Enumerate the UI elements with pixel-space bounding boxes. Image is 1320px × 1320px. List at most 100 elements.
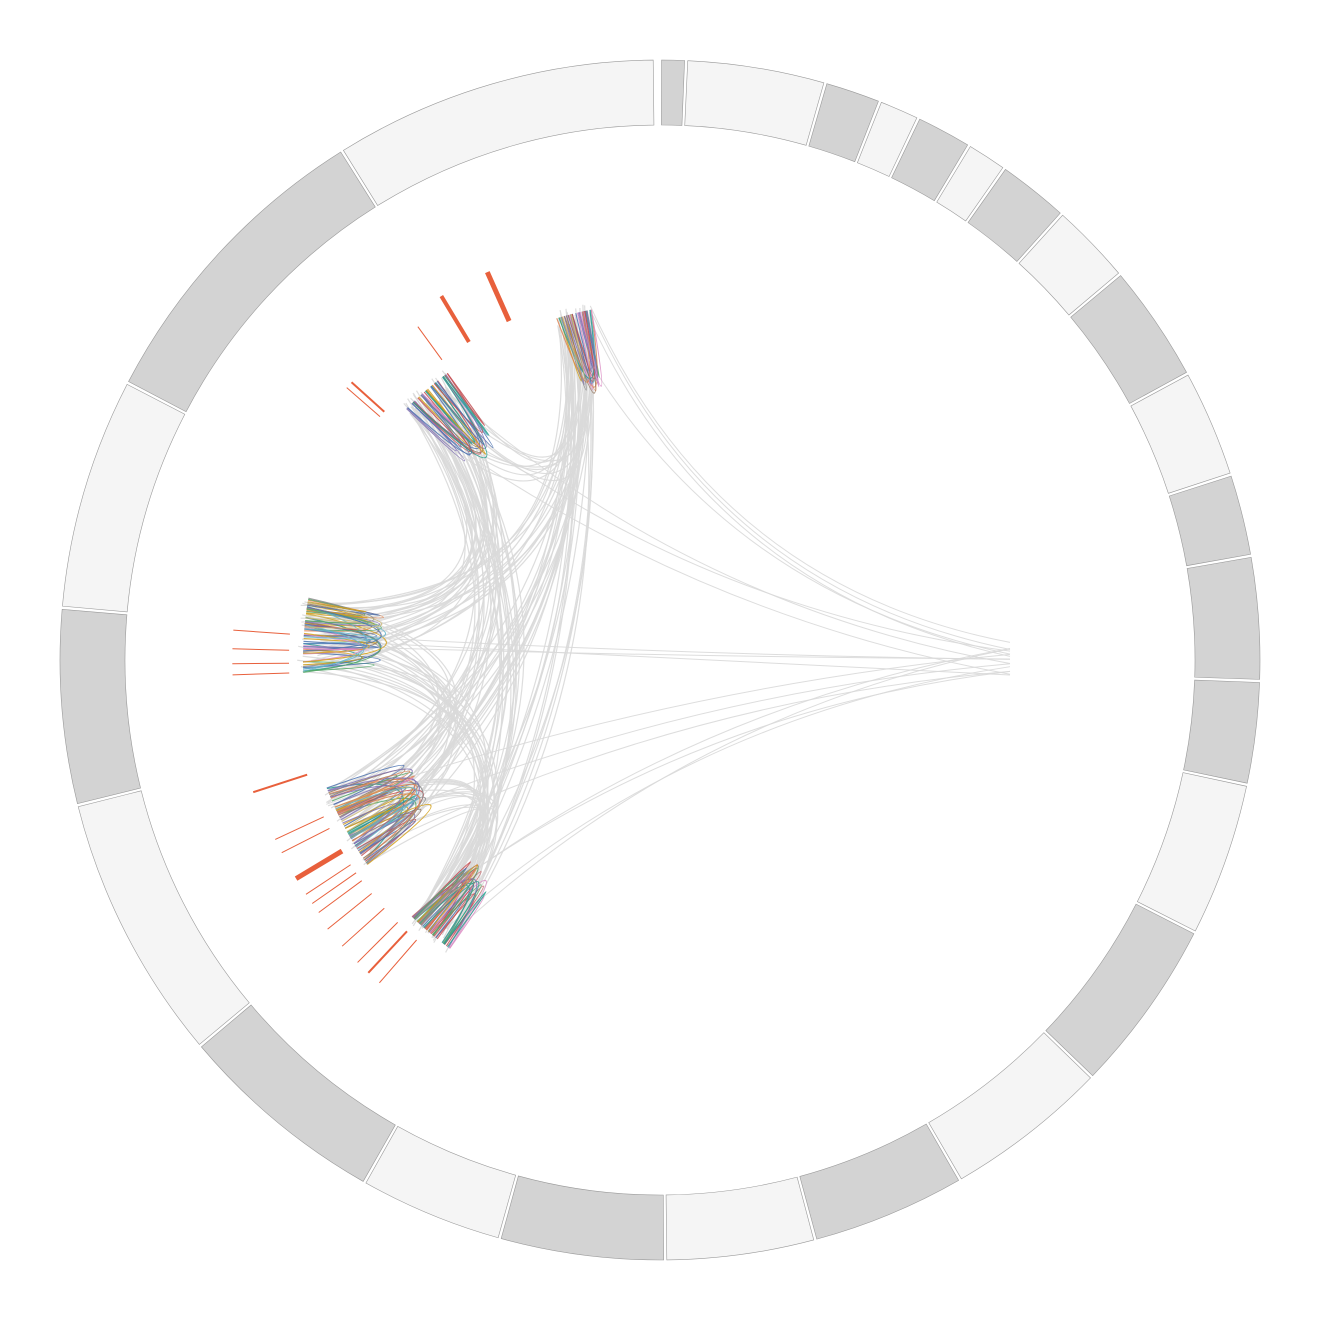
loop-132 [335,787,418,848]
link-89 [416,401,503,918]
loop-48 [430,380,485,446]
highlight-bar-21 [379,939,417,984]
loop-88 [304,601,383,629]
link-137 [592,315,1011,650]
ring-segment-9 [1070,275,1187,404]
loop-21 [571,310,596,380]
ring-segment-14 [1136,772,1247,932]
loop-39 [444,372,486,427]
grey-link-bundle [297,304,1011,953]
link-143 [322,645,1011,660]
ring-segment-20 [365,1125,517,1239]
loop-120 [329,780,424,864]
loop-7 [561,309,598,388]
link-139 [435,406,1011,652]
link-148 [445,666,1011,929]
loop-36 [424,390,473,445]
loop-114 [350,803,432,865]
loop-130 [330,785,403,845]
highlight-bar-2 [439,295,471,344]
highlight-bar-15 [311,872,357,904]
loop-82 [303,628,371,645]
highlight-bar-9 [232,672,290,676]
ring-segment-24 [62,383,186,613]
ring-segment-2 [684,60,825,146]
ring-segment-16 [928,1032,1091,1180]
highlight-bar-17 [327,893,372,930]
link-99 [304,601,451,803]
colored-link-bundle [302,309,603,949]
link-50 [456,324,575,930]
ring-segment-15 [1045,903,1195,1077]
ring-segment-1 [661,59,685,126]
link-80 [326,393,476,804]
loop-74 [305,614,375,626]
loop-55 [303,652,381,669]
loop-109 [346,793,418,835]
loop-31 [407,386,473,455]
loop-40 [406,401,466,462]
link-82 [419,411,505,912]
highlight-bar-14 [305,864,351,895]
link-14 [300,317,574,606]
ring-segment-12 [1186,557,1261,680]
loop-121 [336,786,413,838]
ring-segment-19 [500,1175,664,1261]
highlight-bar-12 [281,827,330,854]
loop-131 [337,793,421,861]
loop-19 [560,314,588,391]
ring-segment-25 [128,151,376,413]
ring-segment-18 [665,1176,815,1261]
loop-83 [307,601,367,613]
loop-5 [577,310,599,385]
ring-segment-8 [1018,214,1120,316]
loop-46 [442,375,490,436]
loop-113 [327,777,420,855]
ring-segment-7 [967,168,1061,262]
loop-77 [303,608,387,645]
link-145 [369,670,1011,851]
link-72 [338,403,495,798]
link-136 [565,320,1011,655]
ring-segment-13 [1183,679,1260,784]
loop-104 [356,818,417,862]
loop-149 [428,884,475,939]
link-141 [410,414,1011,675]
loop-111 [326,764,405,806]
link-60 [321,402,473,633]
loop-22 [562,314,585,380]
ring-segment-4 [856,101,918,177]
loop-80 [303,606,382,652]
link-135 [589,305,1011,643]
outer-ring [59,59,1261,1261]
loop-110 [344,806,409,853]
link-85 [420,407,509,922]
highlight-bar-7 [232,648,290,651]
loop-63 [303,648,363,666]
loop-87 [303,628,380,640]
loop-53 [302,661,375,672]
highlight-bar-11 [275,816,324,840]
loop-158 [423,881,480,945]
ring-segment-5 [891,118,969,202]
ring-segment-21 [200,1004,396,1182]
loop-108 [344,796,426,854]
link-140 [438,384,1011,665]
link-21 [306,326,563,615]
highlight-bar-20 [367,930,408,974]
link-63 [314,392,468,611]
link-151 [424,648,1011,908]
highlight-bar-3 [417,326,443,361]
ring-segment-3 [808,83,879,163]
link-39 [355,334,577,836]
link-133 [354,783,481,922]
loop-98 [328,768,406,810]
ring-segment-22 [77,790,250,1045]
highlight-bar-13 [294,848,344,881]
loop-123 [330,770,411,813]
loop-153 [412,878,478,948]
loop-159 [443,891,487,948]
highlight-bar-16 [318,880,363,913]
loop-44 [433,373,484,433]
